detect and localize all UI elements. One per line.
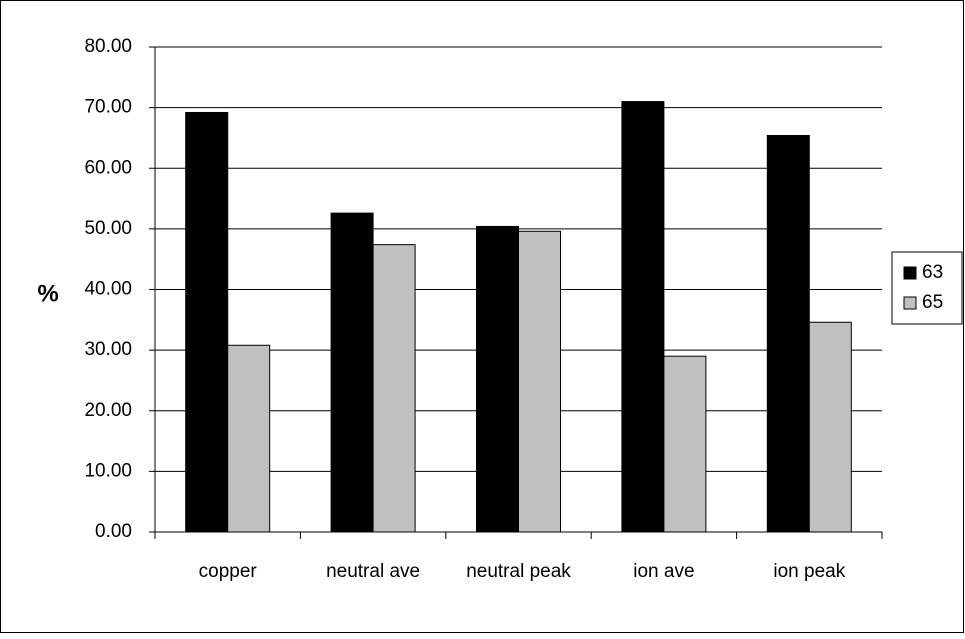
legend-swatch [903,296,917,310]
y-axis-label: % [37,280,58,307]
legend-label: 63 [922,262,943,283]
legend-swatch [903,266,917,280]
legend-box [891,251,963,325]
bar [185,111,229,533]
y-tick-label: 0.00 [95,521,132,542]
x-tick-label: neutral ave [326,561,420,582]
bar [808,321,852,533]
bar [330,212,374,533]
y-tick-label: 70.00 [84,97,132,118]
bar [372,244,416,533]
x-tick-label: ion ave [633,561,694,582]
y-tick-label: 60.00 [84,157,132,178]
bar [663,355,707,533]
legend-label: 65 [922,292,943,313]
y-tick-label: 30.00 [84,339,132,360]
bar [766,135,810,533]
x-tick-label: copper [199,561,258,582]
bar [518,230,561,533]
y-tick-label: 20.00 [84,400,132,421]
y-tick-label: 50.00 [84,218,132,239]
x-tick-label: neutral peak [466,561,571,582]
y-tick-label: 40.00 [84,279,132,300]
bar [227,344,271,533]
bar [476,225,519,533]
y-tick-label: 10.00 [84,460,132,481]
bar [621,101,665,533]
y-tick-label: 80.00 [84,36,132,57]
x-tick-label: ion peak [773,561,845,582]
